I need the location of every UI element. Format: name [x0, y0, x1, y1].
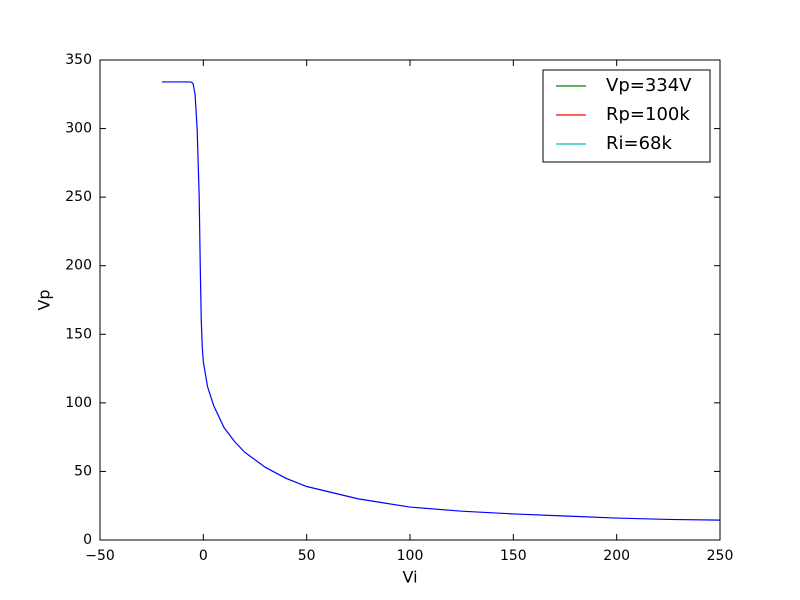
data-line — [162, 81, 721, 521]
y-tick-label: 100 — [65, 395, 92, 411]
x-tick-label: 200 — [603, 548, 630, 564]
legend-label: Vp=334V — [606, 75, 692, 96]
y-tick-label: 350 — [65, 52, 92, 68]
x-tick-label: 150 — [500, 548, 527, 564]
y-axis-label: Vp — [35, 289, 54, 310]
x-axis-label: Vi — [402, 568, 417, 587]
x-tick-label: 100 — [397, 548, 424, 564]
legend-label: Ri=68k — [606, 133, 672, 154]
y-tick-label: 50 — [74, 463, 92, 479]
legend-box — [542, 69, 711, 163]
y-tick-label: 300 — [65, 121, 92, 137]
y-tick-label: 200 — [65, 258, 92, 274]
legend-label: Rp=100k — [606, 104, 690, 125]
x-tick-label: 0 — [199, 548, 208, 564]
x-tick-label: −50 — [85, 548, 115, 564]
y-tick-label: 150 — [65, 326, 92, 342]
x-tick-label: 250 — [707, 548, 734, 564]
y-tick-label: 0 — [83, 532, 92, 548]
plot-frame — [99, 59, 721, 541]
y-tick-label: 250 — [65, 189, 92, 205]
x-tick-label: 50 — [298, 548, 316, 564]
